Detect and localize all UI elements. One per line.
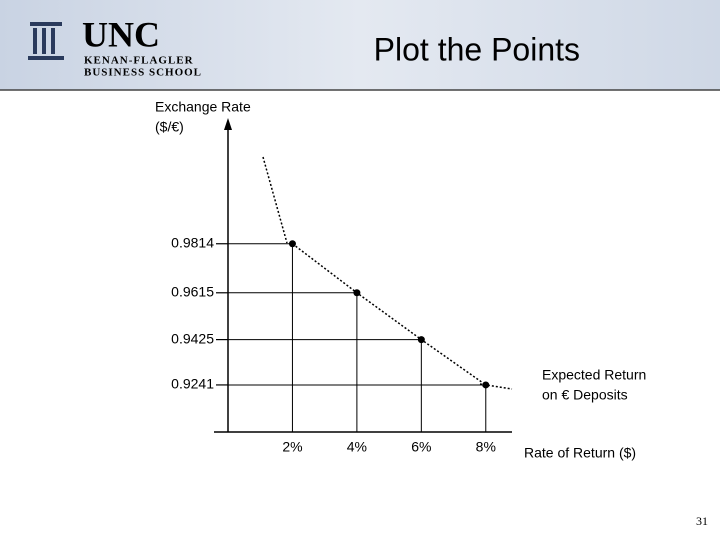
y-axis-label: Exchange Rate [155, 99, 251, 115]
point [417, 336, 425, 344]
school-name: KENAN-FLAGLER [84, 55, 194, 67]
x-tick-label: 4% [347, 439, 367, 455]
y-tick-label: 0.9615 [171, 283, 214, 299]
x-tick-label: 8% [476, 439, 496, 455]
header-band [0, 0, 720, 90]
school-name: BUSINESS SCHOOL [84, 67, 202, 79]
x-tick-label: 2% [282, 439, 302, 455]
logo-text: UNC [82, 14, 160, 54]
x-axis-label: Rate of Return ($) [524, 445, 636, 461]
y-axis-label: ($/€) [155, 119, 184, 135]
annotation: Expected Return [542, 367, 646, 383]
curve [291, 243, 487, 386]
y-tick-label: 0.9425 [171, 330, 214, 346]
y-axis-arrow [224, 118, 232, 130]
annotation: on € Deposits [542, 387, 628, 403]
y-tick-label: 0.9241 [171, 376, 214, 392]
slide-title: Plot the Points [374, 31, 580, 67]
logo-icon [28, 22, 64, 60]
point [288, 240, 296, 248]
curve-extension [262, 156, 288, 244]
point [353, 289, 361, 297]
y-tick-label: 0.9814 [171, 234, 214, 250]
page-number: 31 [696, 514, 708, 528]
x-tick-label: 6% [411, 439, 431, 455]
point [482, 381, 490, 389]
